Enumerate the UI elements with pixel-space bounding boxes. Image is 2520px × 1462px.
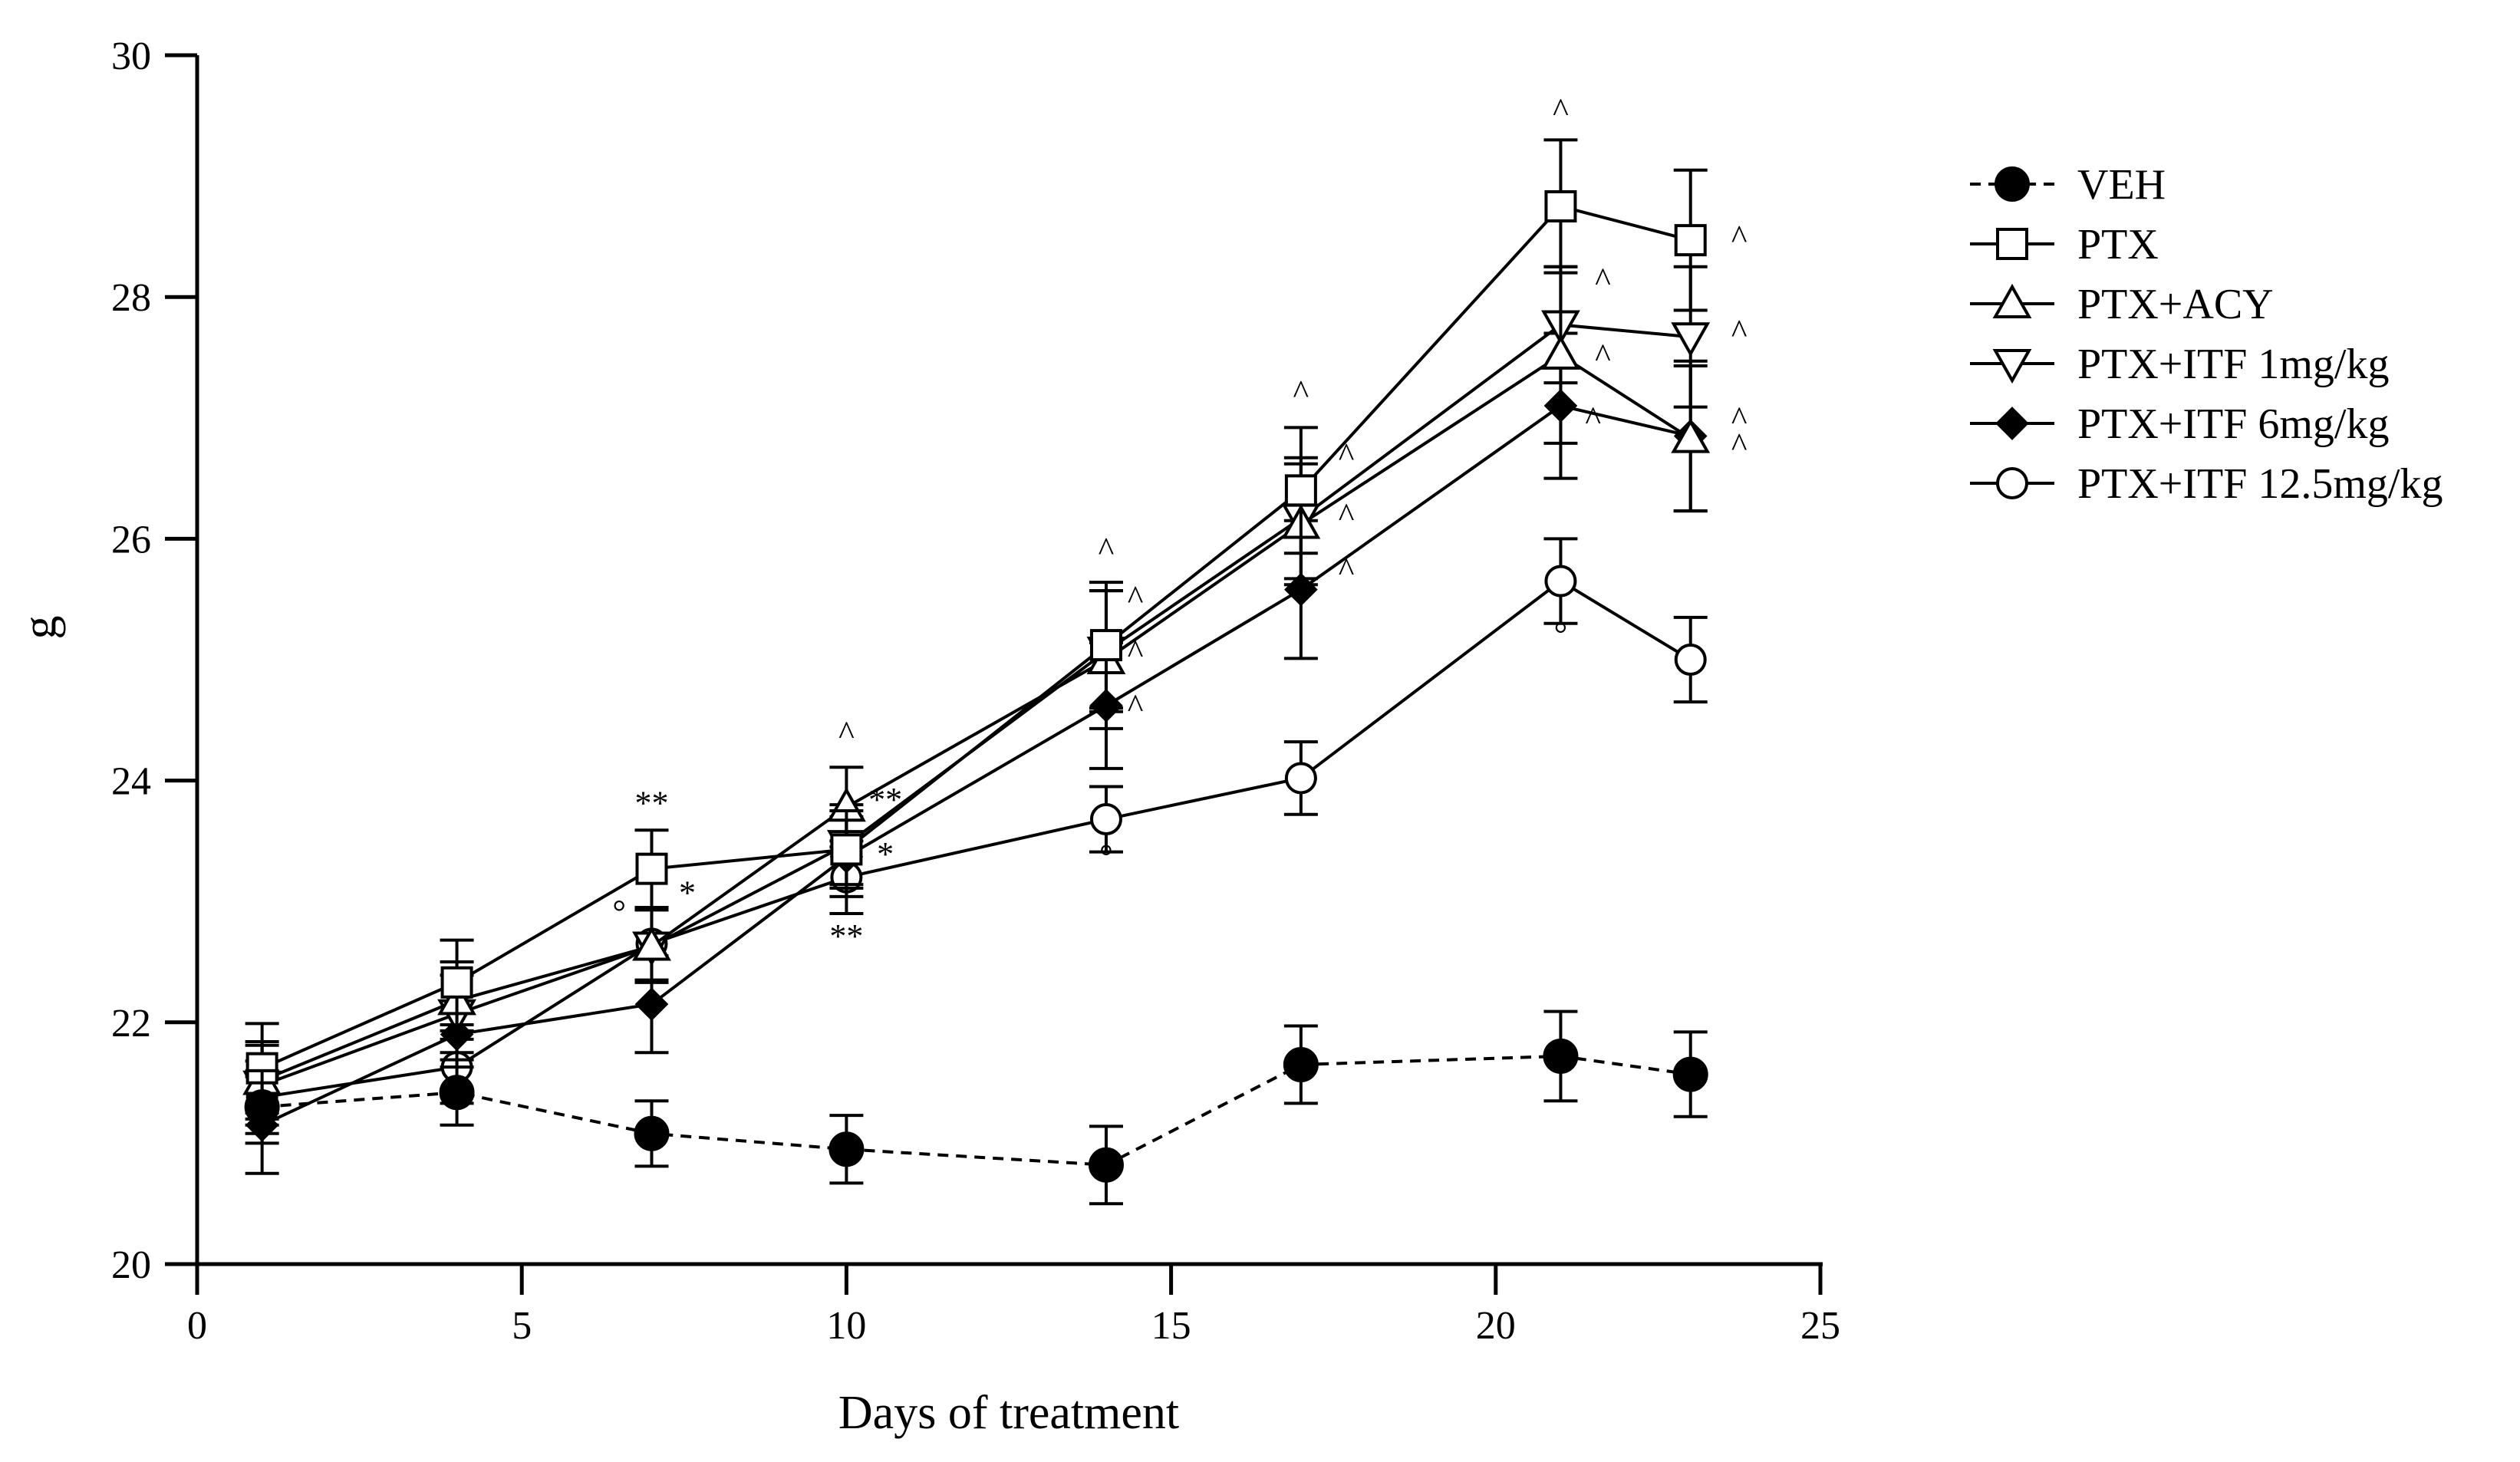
data-point	[635, 852, 668, 885]
data-point	[830, 833, 863, 866]
series-line-ptx	[261, 204, 1692, 1070]
data-point	[1541, 334, 1580, 370]
significance-mark: ^	[1339, 497, 1355, 535]
series-ptx	[245, 138, 1708, 1115]
chart-legend: VEH PTX PTX+ACY PTX+ITF 1mg/kg PTX+ITF 6mg/k…	[1970, 161, 2443, 508]
data-point	[440, 966, 473, 999]
significance-mark: ^	[1293, 374, 1309, 411]
significance-mark: ^	[1731, 219, 1748, 256]
data-point	[1283, 1046, 1319, 1082]
chart-axes: 0 5 10 15 20 25 20 22 24 26 28 30	[111, 35, 1840, 1348]
y-tick-label: 30	[111, 35, 151, 78]
series-ptx-itf-6mg-kg	[245, 331, 1708, 1175]
legend-label: PTX+ITF 1mg/kg	[2077, 341, 2390, 388]
significance-mark: **	[634, 785, 668, 822]
data-point	[634, 1115, 670, 1151]
data-point	[244, 1089, 280, 1125]
y-tick-label: 24	[111, 760, 151, 804]
legend-label: PTX+ACY	[2077, 281, 2274, 328]
legend-label: VEH	[2077, 161, 2166, 209]
data-point	[1674, 644, 1707, 676]
legend-item-ptx-itf-6mg-kg: PTX+ITF 6mg/kg	[1970, 400, 2390, 448]
significance-mark: °	[612, 894, 626, 931]
significance-mark: ^	[1585, 400, 1601, 438]
y-tick-label: 20	[111, 1243, 151, 1287]
data-point	[1089, 803, 1122, 836]
data-point	[1674, 224, 1707, 257]
legend-marker	[1996, 228, 2028, 260]
x-axis-title: Days of treatment	[838, 1387, 1179, 1439]
significance-mark: *	[877, 835, 894, 873]
legend-item-veh: VEH	[1970, 161, 2166, 209]
legend-item-ptx-acy: PTX+ACY	[1970, 281, 2274, 328]
legend-label: PTX+ITF 6mg/kg	[2077, 400, 2390, 448]
data-point	[1671, 418, 1711, 453]
significance-mark: **	[868, 781, 902, 818]
significance-mark: *	[679, 874, 696, 911]
significance-mark: ^	[1731, 400, 1748, 438]
significance-mark: ^	[838, 714, 855, 752]
series-line-ptx-itf-6mg-kg	[261, 403, 1692, 1127]
series-line-ptx-itf-12-5mg-kg	[262, 579, 1692, 1099]
significance-mark: ^	[1731, 426, 1748, 464]
data-point	[1089, 629, 1122, 662]
x-tick-label: 0	[187, 1304, 207, 1348]
significance-mark: °	[1099, 838, 1113, 875]
significance-mark: ^	[1731, 313, 1748, 351]
legend-marker	[1995, 166, 2030, 202]
data-point	[1088, 1147, 1124, 1183]
significance-mark: ^	[1339, 436, 1355, 474]
significance-mark: ^	[1553, 92, 1569, 130]
data-point	[1671, 322, 1711, 357]
significance-mark: ^	[1595, 338, 1611, 375]
significance-mark: ^	[1128, 688, 1144, 726]
chart-annotations: ***°^*****^^^^°^^^^^^^^°^^^^	[612, 92, 1748, 955]
x-tick-label: 15	[1151, 1304, 1191, 1348]
x-tick-label: 10	[826, 1304, 866, 1348]
legend-label: PTX	[2077, 221, 2159, 268]
legend-marker	[1995, 407, 2029, 440]
data-point	[1544, 190, 1577, 222]
legend-marker	[1996, 467, 2028, 499]
significance-mark: ^	[1128, 579, 1144, 617]
data-point	[1284, 474, 1317, 507]
significance-mark: ^	[1595, 261, 1611, 298]
x-tick-label: 20	[1476, 1304, 1516, 1348]
significance-mark: °	[1554, 615, 1568, 653]
data-point	[1544, 565, 1577, 598]
data-point	[1284, 762, 1317, 795]
legend-label: PTX+ITF 12.5mg/kg	[2077, 460, 2443, 508]
series-line-veh	[262, 1054, 1691, 1167]
significance-mark: ^	[1099, 531, 1115, 568]
data-point	[828, 1131, 865, 1167]
significance-mark: **	[829, 917, 863, 955]
data-point	[1672, 1056, 1708, 1092]
y-tick-label: 26	[111, 518, 151, 561]
x-tick-label: 25	[1800, 1304, 1840, 1348]
series-line-ptx-acy	[261, 353, 1692, 1082]
series-ptx-itf-12-5mg-kg	[245, 537, 1708, 1135]
data-point	[1543, 1038, 1579, 1074]
data-point	[634, 987, 669, 1021]
significance-mark: ^	[1128, 634, 1144, 671]
y-tick-label: 28	[111, 276, 151, 320]
significance-mark: ^	[1339, 552, 1355, 589]
legend-item-ptx-itf-12-5mg-kg: PTX+ITF 12.5mg/kg	[1970, 460, 2443, 508]
series-veh	[244, 1009, 1708, 1206]
legend-marker	[1992, 283, 2032, 318]
chart-series	[242, 138, 1711, 1206]
data-point	[632, 926, 671, 961]
x-tick-label: 5	[512, 1304, 532, 1348]
legend-item-ptx-itf-1mg-kg: PTX+ITF 1mg/kg	[1970, 341, 2390, 388]
legend-marker	[1992, 349, 2032, 384]
y-tick-label: 22	[111, 1002, 151, 1045]
y-axis-title: g	[14, 616, 66, 640]
data-point	[439, 1075, 475, 1111]
legend-item-ptx: PTX	[1970, 221, 2159, 268]
